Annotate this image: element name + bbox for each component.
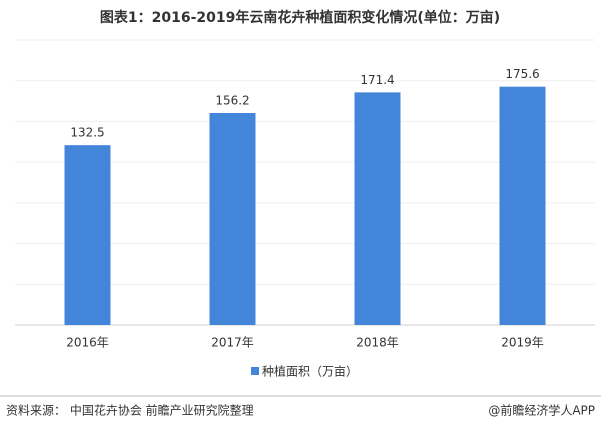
brand: @前瞻经济学人APP — [488, 403, 595, 418]
x-tick-label: 2019年 — [501, 336, 544, 350]
x-tick-label: 2016年 — [66, 336, 109, 350]
x-tick-label: 2017年 — [211, 336, 254, 350]
data-label: 171.4 — [360, 73, 394, 87]
bar — [354, 92, 401, 325]
x-tick-label: 2018年 — [356, 336, 399, 350]
bar — [499, 86, 546, 325]
chart-title: 图表1：2016-2019年云南花卉种植面积变化情况(单位：万亩) — [100, 9, 500, 26]
bar — [64, 145, 111, 325]
data-label: 156.2 — [215, 94, 249, 108]
legend-swatch — [251, 367, 259, 375]
data-label: 132.5 — [70, 126, 104, 140]
source-note: 资料来源： 中国花卉协会 前瞻产业研究院整理 — [6, 403, 254, 418]
legend-label: 种植面积（万亩） — [262, 364, 358, 379]
bar — [209, 113, 256, 325]
data-label: 175.6 — [505, 67, 539, 81]
